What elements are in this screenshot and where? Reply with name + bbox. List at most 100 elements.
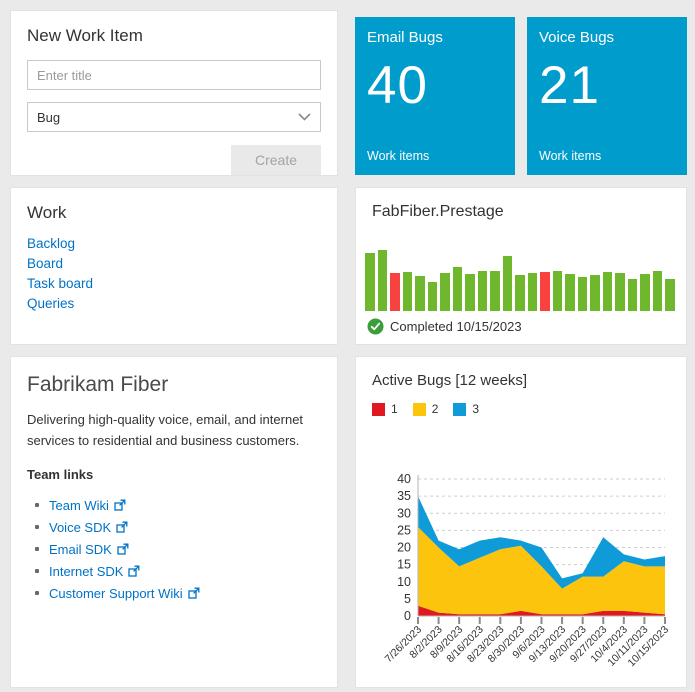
build-bar-success	[365, 253, 375, 311]
area-series-1	[418, 605, 665, 616]
build-bar-success	[465, 274, 475, 311]
y-axis-tick-label: 35	[397, 489, 411, 503]
build-bar-success	[490, 271, 500, 311]
y-axis-tick-label: 25	[397, 523, 411, 537]
work-widget: Work Backlog Board Task board Queries	[10, 187, 338, 345]
build-bar-success	[552, 271, 563, 311]
chevron-down-icon	[298, 113, 311, 121]
email-bugs-tile[interactable]: Email Bugs 40 Work items	[355, 17, 515, 175]
work-item-title-input[interactable]	[27, 60, 321, 90]
work-links-list: Backlog Board Task board Queries	[27, 237, 321, 311]
bullet-icon	[35, 547, 39, 551]
widget-title: Work	[27, 203, 67, 222]
legend-label: 2	[431, 402, 439, 416]
y-axis-tick-label: 10	[397, 575, 411, 589]
bullet-icon	[35, 591, 39, 595]
legend-swatch-icon	[412, 402, 426, 416]
y-axis-tick-label: 30	[397, 506, 411, 520]
build-bar-success	[527, 273, 538, 311]
bullet-icon	[35, 525, 39, 529]
team-link-internet-sdk[interactable]: Internet SDK	[49, 564, 140, 579]
build-bar-success	[590, 275, 600, 311]
y-axis-tick-label: 20	[397, 541, 411, 555]
chart-title: Active Bugs [12 weeks]	[372, 372, 528, 389]
work-link-task-board[interactable]: Task board	[27, 276, 94, 291]
list-item: Internet SDK	[35, 564, 321, 579]
work-item-type-select[interactable]: Bug	[27, 102, 321, 132]
build-bar-success	[627, 279, 638, 311]
y-axis-tick-label: 5	[404, 592, 411, 606]
y-axis-tick-label: 40	[397, 472, 411, 486]
build-definition-title: FabFiber.Prestage	[372, 203, 504, 220]
legend-item: 3	[453, 402, 479, 416]
team-description: Delivering high-quality voice, email, an…	[27, 412, 304, 448]
team-info-widget: Fabrikam Fiber Delivering high-quality v…	[10, 356, 338, 688]
build-bar-success	[565, 274, 575, 311]
external-link-icon	[128, 565, 140, 577]
new-work-item-widget: New Work Item Bug Create	[10, 10, 338, 176]
team-links-list: Team Wiki Voice SDK Email SDK Internet SDK C…	[27, 498, 321, 601]
build-bar-success	[452, 267, 463, 311]
legend-item: 1	[372, 402, 398, 416]
team-links-heading: Team links	[27, 467, 94, 482]
area-series-3	[418, 496, 665, 589]
legend-label: 1	[391, 402, 398, 416]
build-history-widget: FabFiber.Prestage Completed 10/15/2023	[355, 187, 687, 345]
tile-title: Voice Bugs	[539, 29, 615, 46]
build-bar-failed	[540, 272, 550, 311]
tile-count: 40	[367, 56, 428, 115]
list-item: Team Wiki	[35, 498, 321, 513]
tile-title: Email Bugs	[367, 29, 443, 46]
build-bar-success	[665, 279, 675, 311]
selected-type: Bug	[37, 109, 61, 125]
y-axis-tick-label: 0	[404, 609, 411, 623]
build-bar-success	[502, 256, 513, 311]
bullet-icon	[35, 503, 39, 507]
build-bar-success	[577, 277, 588, 311]
bullet-icon	[35, 569, 39, 573]
legend-swatch-icon	[453, 402, 467, 416]
team-link-team-wiki[interactable]: Team Wiki	[49, 498, 126, 513]
list-item: Email SDK	[35, 542, 321, 557]
build-bar-success	[402, 272, 413, 311]
tile-count: 21	[539, 56, 600, 115]
legend-label: 3	[472, 402, 480, 416]
legend-item: 2	[412, 402, 439, 416]
list-item: Customer Support Wiki	[35, 586, 321, 601]
build-bar-success	[515, 275, 525, 311]
team-title: Fabrikam Fiber	[27, 373, 169, 396]
build-bar-success	[377, 250, 388, 311]
active-bugs-area-chart: 05101520253035407/26/20238/2/20238/9/202…	[383, 472, 672, 669]
team-link-email-sdk[interactable]: Email SDK	[49, 542, 129, 557]
build-bar-success	[427, 282, 438, 311]
build-status-text: Completed 10/15/2023	[390, 319, 522, 334]
team-link-voice-sdk[interactable]: Voice SDK	[49, 520, 128, 535]
chart-legend: 1 2 3	[372, 402, 479, 416]
build-bar-success	[615, 273, 625, 311]
create-button[interactable]: Create	[231, 145, 321, 175]
list-item: Voice SDK	[35, 520, 321, 535]
build-bar-success	[440, 273, 450, 311]
build-bar-success	[602, 272, 613, 311]
legend-swatch-icon	[372, 402, 385, 416]
build-bar-success	[640, 274, 650, 311]
work-link-board[interactable]: Board	[27, 256, 64, 271]
check-circle-icon	[367, 318, 384, 335]
work-link-queries[interactable]: Queries	[27, 296, 75, 311]
build-bar-success	[652, 271, 663, 311]
external-link-icon	[116, 521, 128, 533]
team-link-customer-support-wiki[interactable]: Customer Support Wiki	[49, 586, 200, 601]
y-axis-tick-label: 15	[397, 558, 411, 572]
voice-bugs-tile[interactable]: Voice Bugs 21 Work items	[527, 17, 687, 175]
tile-subtitle: Work items	[539, 149, 602, 163]
area-series-2	[418, 526, 665, 615]
external-link-icon	[117, 543, 129, 555]
build-bar-failed	[390, 273, 400, 311]
build-bar-success	[477, 271, 488, 311]
work-link-backlog[interactable]: Backlog	[27, 236, 76, 251]
build-history-bars	[365, 250, 675, 311]
external-link-icon	[114, 499, 126, 511]
widget-title: New Work Item	[27, 26, 143, 45]
build-bar-success	[415, 276, 425, 311]
active-bugs-widget: Active Bugs [12 weeks] 1 2 3 0 5 10 15 20 25 30 3…	[355, 356, 687, 688]
